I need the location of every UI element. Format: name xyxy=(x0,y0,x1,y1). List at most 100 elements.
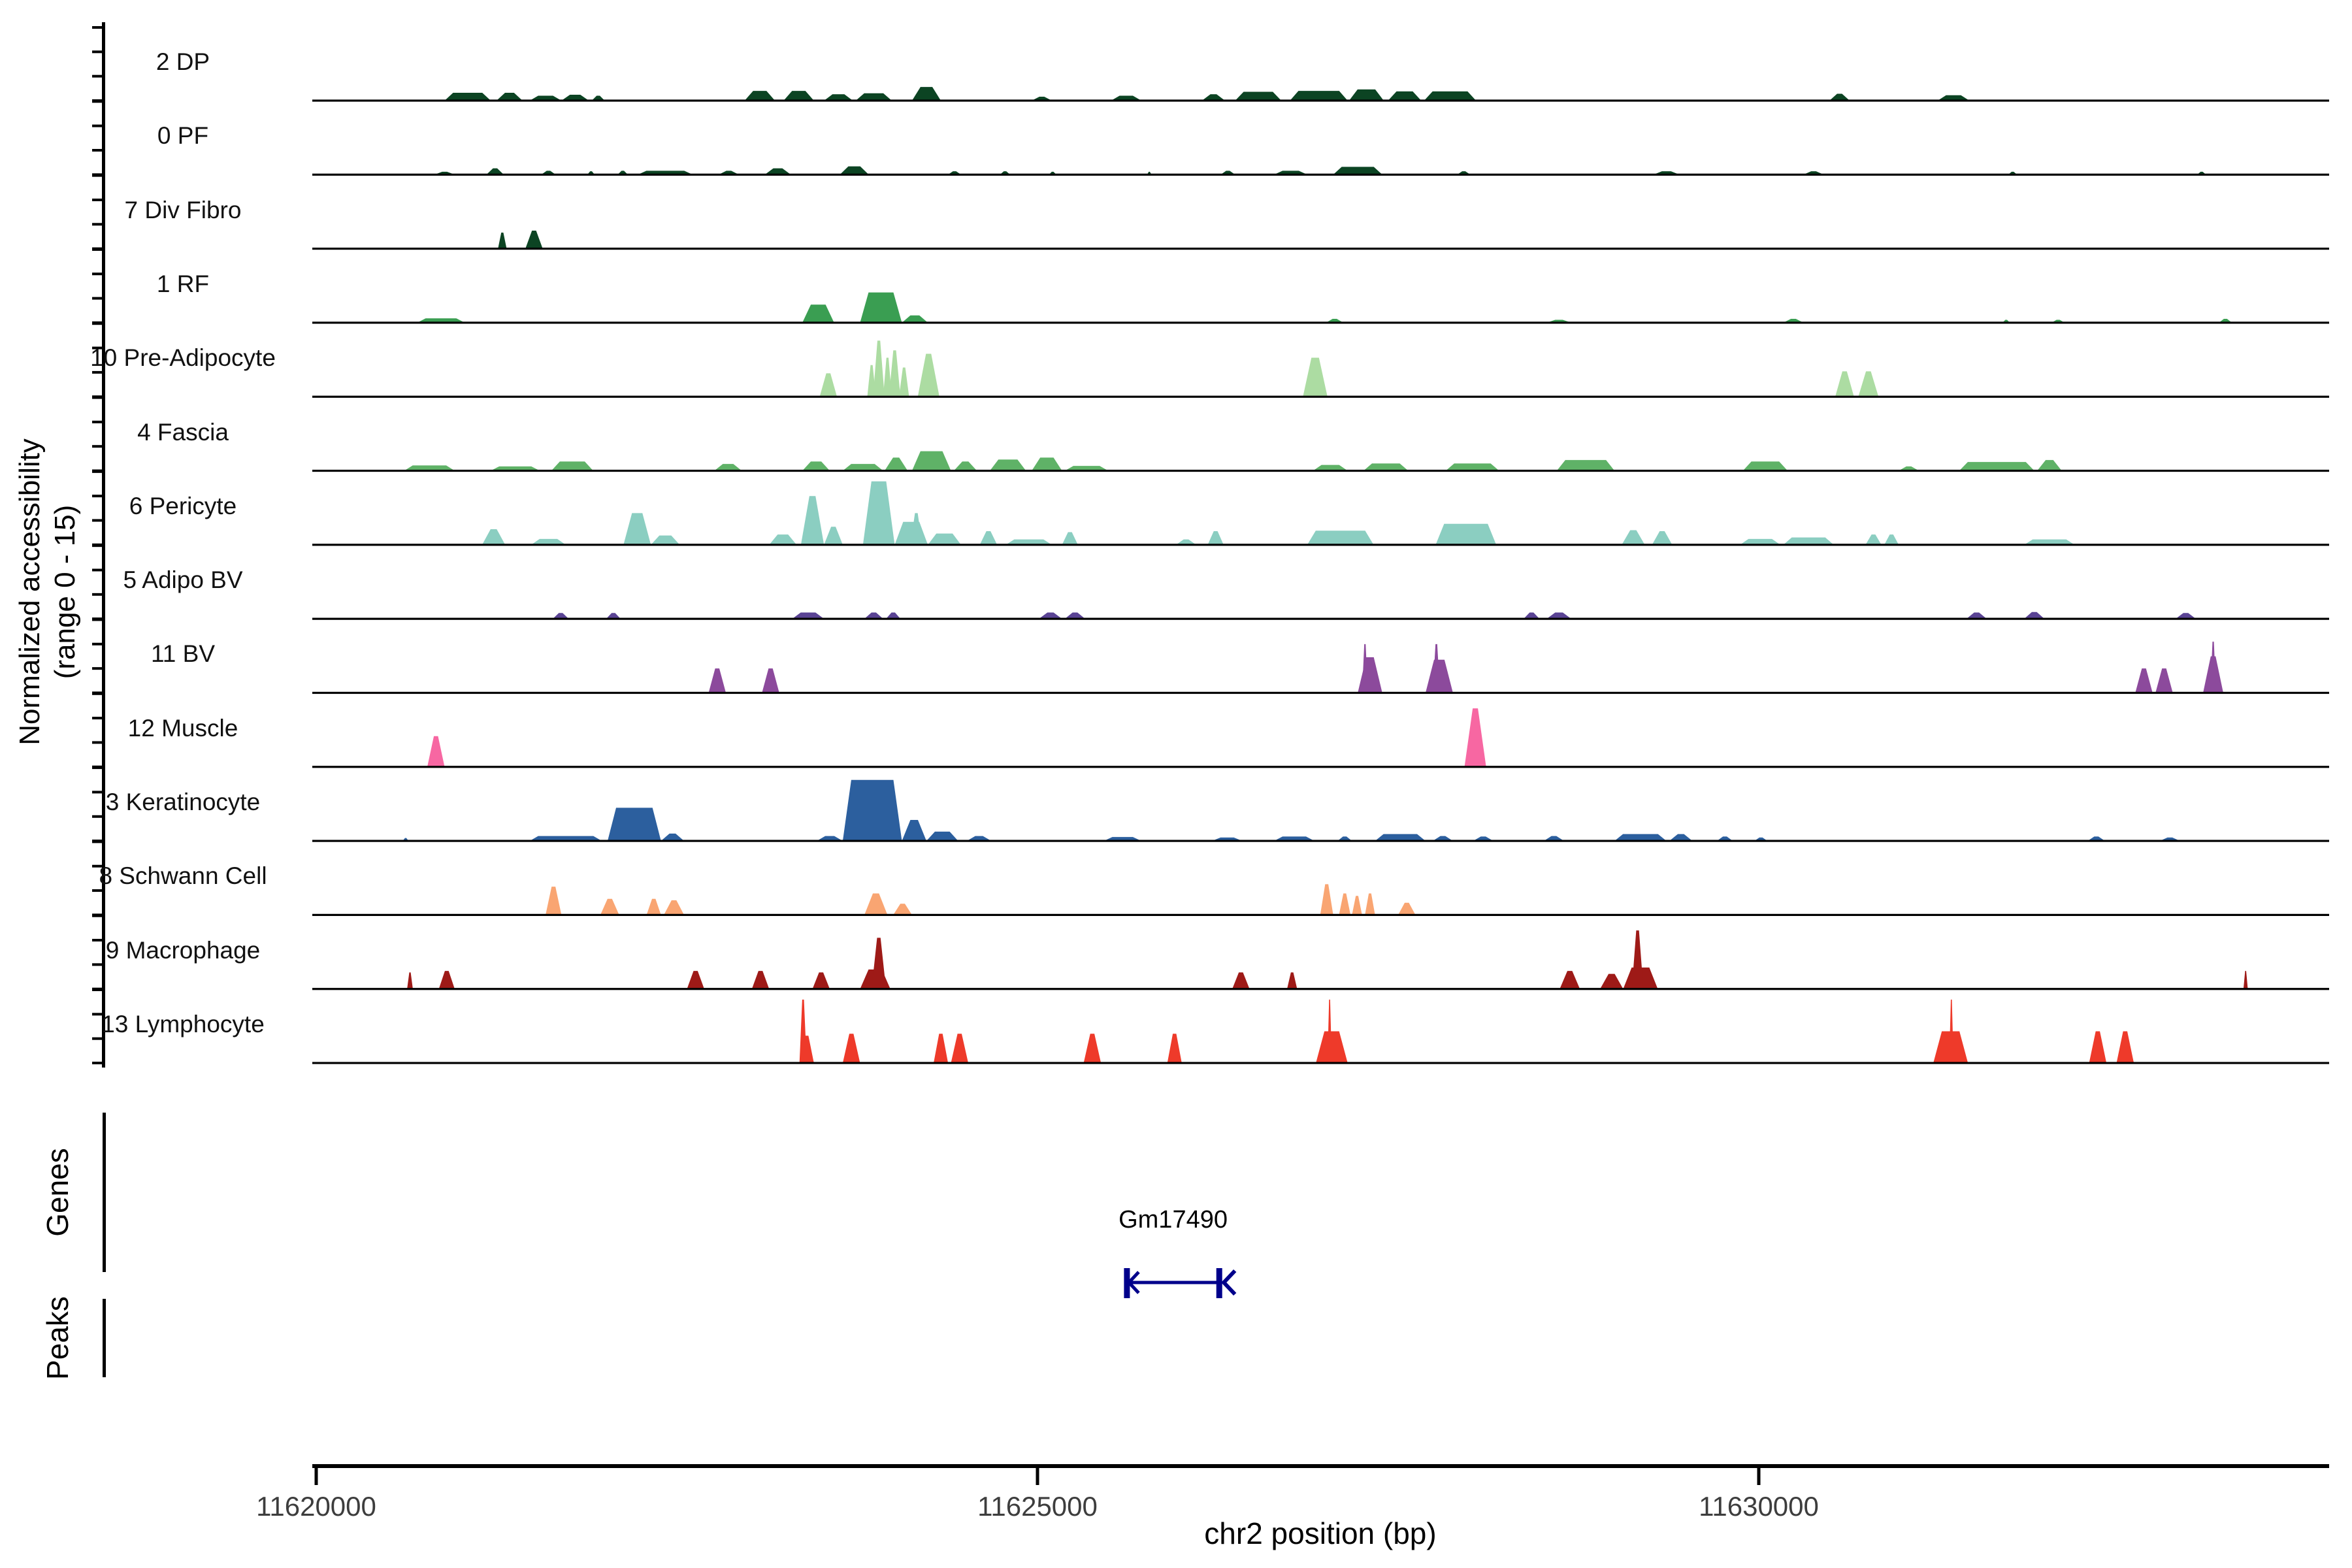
track-peak-4-Fascia xyxy=(1959,462,2034,471)
track-label-9: 9 Macrophage xyxy=(105,936,261,964)
track-peak-2-DP xyxy=(1348,89,1384,101)
track-peak-5-Adipo-BV xyxy=(606,613,621,619)
track-peak-2-DP xyxy=(911,87,941,101)
track-peak-10-Pre-Adipocyte xyxy=(1858,371,1879,397)
y-axis-tick xyxy=(92,445,103,448)
track-peak-6-Pericyte xyxy=(1622,530,1645,545)
track-peak-8-Schwann-Cell xyxy=(1352,896,1362,915)
track-peak-5-Adipo-BV xyxy=(1966,612,1987,619)
track-peak-7-Div-Fibro xyxy=(498,232,507,249)
y-axis-tick xyxy=(92,297,103,300)
track-baseline xyxy=(312,691,2329,694)
track-peak-12-Muscle xyxy=(1464,708,1486,767)
track-peak-9-Macrophage xyxy=(687,971,704,989)
track-peak-6-Pericyte xyxy=(1175,539,1196,545)
track-baseline xyxy=(312,248,2329,250)
track-peak-2-DP xyxy=(783,91,814,101)
track-peak-5-Adipo-BV xyxy=(1524,612,1540,619)
x-axis-title: chr2 position (bp) xyxy=(1204,1516,1437,1550)
track-peak-6-Pericyte xyxy=(1652,531,1673,545)
track-peak-4-Fascia xyxy=(802,461,830,471)
track-peak-13-Lymphocyte xyxy=(2089,1031,2107,1064)
y-axis-tick xyxy=(92,74,103,78)
y-axis-tick xyxy=(92,370,103,374)
track-peak-6-Pericyte xyxy=(1740,538,1781,545)
track-peak-5-Adipo-BV xyxy=(2176,613,2197,619)
track-peak-0-PF xyxy=(764,168,791,175)
track-peak-2-DP xyxy=(1829,93,1850,101)
y-axis-tick xyxy=(92,124,103,127)
gene-strand-arrow xyxy=(1126,1271,1140,1294)
y-axis-tick xyxy=(92,988,103,992)
track-peak-4-Fascia xyxy=(884,457,908,471)
y-axis-line xyxy=(102,22,105,1068)
track-peak-9-Macrophage xyxy=(1560,971,1580,989)
track-peak-4-Fascia xyxy=(842,464,883,471)
track-baseline xyxy=(312,840,2329,842)
track-peak-0-PF xyxy=(1333,167,1382,175)
track-peak-4-Fascia xyxy=(404,465,455,471)
gene-name-label: Gm17490 xyxy=(1119,1206,1228,1233)
track-peak-1-RF xyxy=(417,318,465,323)
track-peak-4-Fascia xyxy=(1742,461,1788,471)
track-peak-6-Pericyte xyxy=(824,527,843,545)
x-tick-label-11620000: 11620000 xyxy=(256,1491,376,1522)
track-peak-13-Lymphocyte xyxy=(1949,999,1954,1064)
track-peak-1-RF xyxy=(902,315,928,323)
x-tick-label-11625000: 11625000 xyxy=(977,1491,1098,1522)
track-peak-2-DP xyxy=(591,95,605,101)
track-peak-8-Schwann-Cell xyxy=(1320,884,1333,915)
track-peak-5-Adipo-BV xyxy=(792,612,825,619)
track-peak-4-Fascia xyxy=(990,459,1026,471)
y-axis-tick xyxy=(92,470,103,473)
y-axis-tick xyxy=(92,174,103,177)
track-label-4: 4 Fascia xyxy=(137,418,229,446)
track-peak-8-Schwann-Cell xyxy=(646,898,661,915)
track-peak-10-Pre-Adipocyte xyxy=(883,357,892,397)
track-baseline xyxy=(312,99,2329,102)
y-axis-tick xyxy=(92,248,103,251)
track-peak-6-Pericyte xyxy=(1005,539,1053,545)
track-peak-3-Keratinocyte xyxy=(1614,834,1667,841)
track-peak-5-Adipo-BV xyxy=(553,613,569,619)
track-peak-6-Pericyte xyxy=(1884,534,1899,545)
track-peak-0-PF xyxy=(840,166,869,175)
track-baseline xyxy=(312,988,2329,990)
track-peak-2-DP xyxy=(444,93,491,101)
track-peak-10-Pre-Adipocyte xyxy=(899,367,909,397)
x-axis-tick xyxy=(1036,1468,1039,1485)
y-axis-tick xyxy=(92,593,103,596)
track-label-10: 10 Pre-Adipocyte xyxy=(90,344,276,372)
track-peak-10-Pre-Adipocyte xyxy=(917,353,939,397)
y-axis-tick xyxy=(92,963,103,966)
y-axis-tick xyxy=(92,840,103,843)
y-axis-tick xyxy=(92,544,103,547)
y-axis-tick xyxy=(92,1013,103,1016)
track-peak-2-DP xyxy=(1201,94,1226,101)
track-peak-6-Pericyte xyxy=(862,481,895,545)
track-peak-4-Fascia xyxy=(911,451,951,471)
track-peak-6-Pericyte xyxy=(928,533,961,545)
track-peak-11-BV xyxy=(1425,659,1453,693)
track-baseline xyxy=(312,766,2329,768)
track-peak-9-Macrophage xyxy=(1232,972,1250,989)
track-peak-2-DP xyxy=(855,93,892,101)
y-axis-tick xyxy=(92,717,103,720)
track-peak-8-Schwann-Cell xyxy=(546,887,562,915)
y-axis-tick xyxy=(92,272,103,276)
track-peak-6-Pericyte xyxy=(1062,532,1078,545)
track-peak-2-DP xyxy=(1937,95,1970,101)
track-peak-8-Schwann-Cell xyxy=(893,904,912,915)
track-peak-5-Adipo-BV xyxy=(886,612,901,619)
track-peak-2-DP xyxy=(1111,95,1141,101)
track-peak-6-Pericyte xyxy=(482,529,506,545)
track-peak-11-BV xyxy=(1432,644,1441,693)
track-peak-9-Macrophage xyxy=(438,971,455,989)
y-axis-tick xyxy=(92,939,103,942)
track-label-11: 11 BV xyxy=(150,640,216,668)
track-baseline xyxy=(312,617,2329,620)
y-axis-tick xyxy=(92,568,103,572)
track-label-2: 2 DP xyxy=(155,48,210,75)
